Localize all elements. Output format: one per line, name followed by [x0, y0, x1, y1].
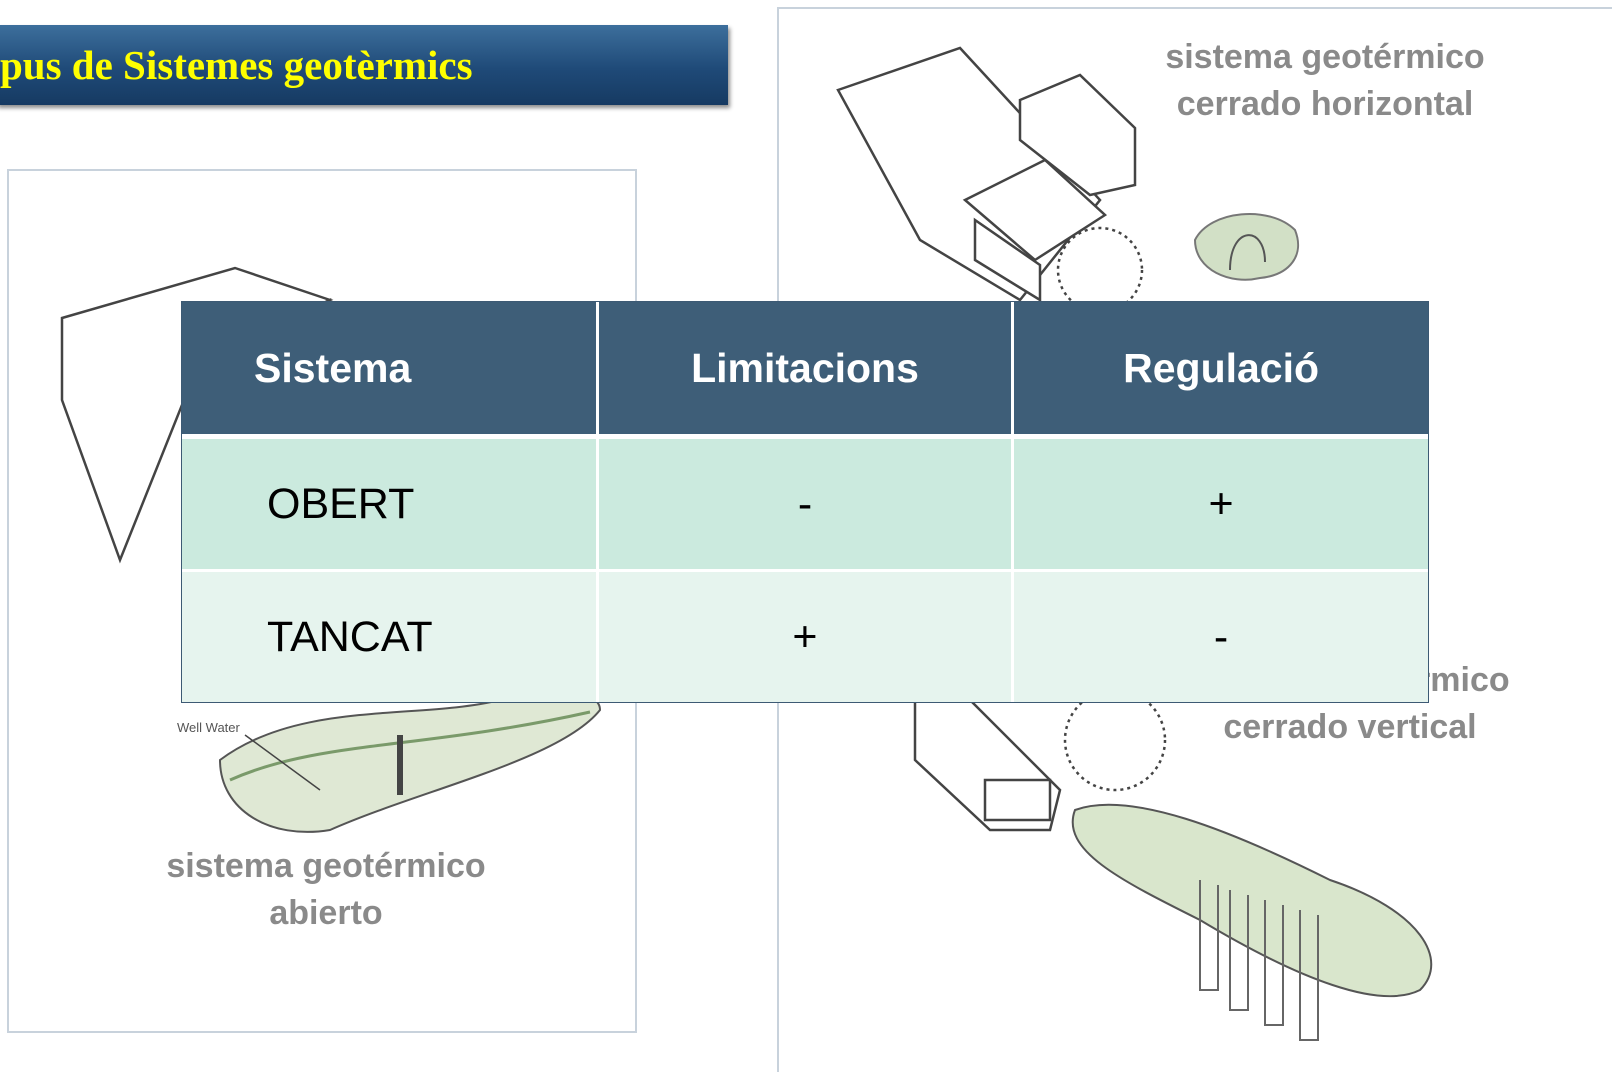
caption-line: sistema geotérmico: [166, 847, 486, 885]
caption-line: cerrado vertical: [1223, 708, 1477, 746]
caption: sistema geotérmico cerrado horizontal: [1125, 34, 1525, 128]
column-header: Sistema: [182, 302, 599, 439]
title-bar: [0, 25, 728, 105]
house-vertical: [913, 688, 1167, 832]
cell: -: [1012, 569, 1428, 702]
caption-line: sistema geotérmico: [1165, 38, 1485, 76]
title: pus de Sistemes geotèrmics: [0, 42, 473, 88]
caption-line: abierto: [269, 894, 383, 932]
caption: sistema geotérmico abierto: [126, 843, 526, 937]
ground-vertical: [1071, 803, 1433, 1041]
cell: OBERT: [182, 435, 599, 571]
column-header: Regulació: [1012, 302, 1428, 439]
cell: +: [597, 569, 1015, 702]
caption-line: cerrado horizontal: [1176, 85, 1474, 123]
cell: -: [597, 435, 1015, 571]
cell: +: [1012, 435, 1428, 571]
ground-horizontal: [1193, 213, 1300, 281]
ground-open: [218, 692, 602, 833]
column-header: Limitacions: [597, 302, 1015, 439]
comparison-table: Sistema Limitacions Regulació OBERT - + …: [182, 302, 1428, 702]
annotation: Well Water: [177, 720, 240, 735]
house-horizontal: [836, 46, 1144, 314]
cell: TANCAT: [182, 569, 599, 702]
